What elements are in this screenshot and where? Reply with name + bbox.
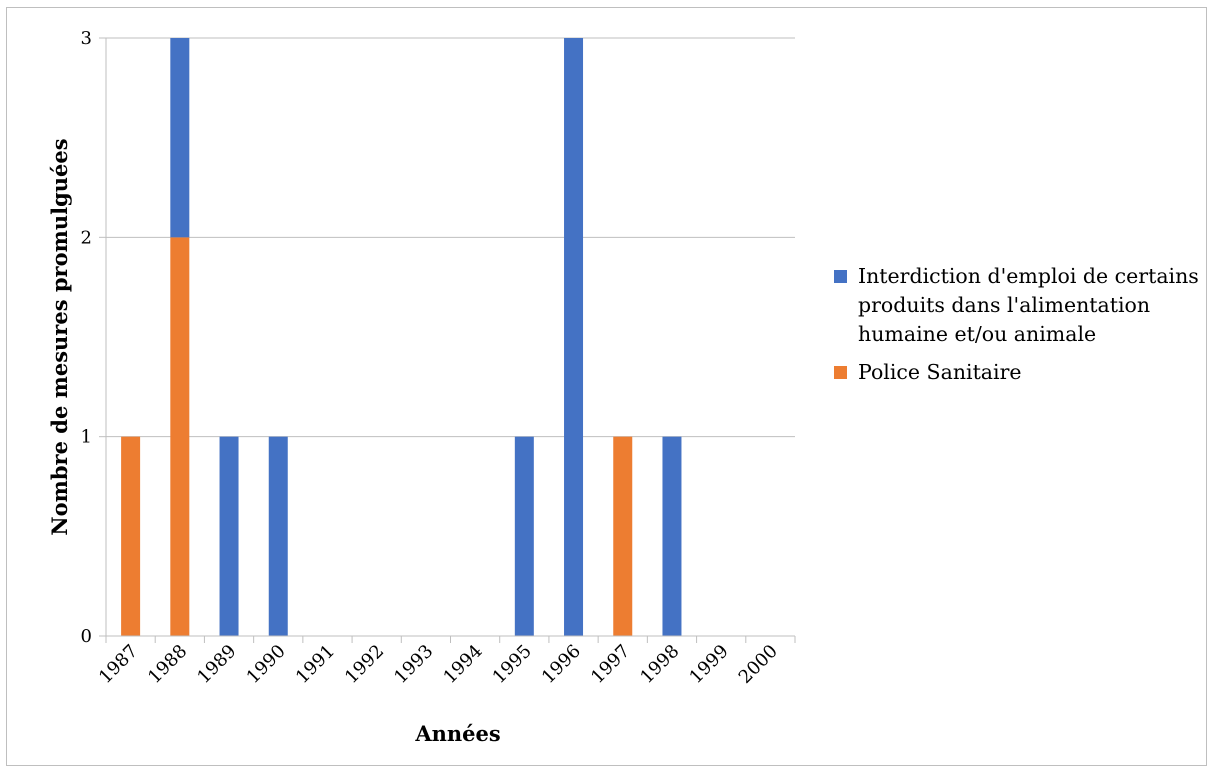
- x-tick-label-1988: 1988: [144, 641, 191, 688]
- bar-1989-series-1: [219, 436, 239, 636]
- x-tick-label-1990: 1990: [243, 641, 290, 688]
- x-tick-label-1995: 1995: [489, 641, 536, 688]
- bar-1997-series-0: [613, 436, 633, 636]
- chart-frame: [6, 7, 1207, 766]
- gridlines: [106, 37, 795, 438]
- y-axis-title: Nombre de mesures promulguées: [47, 138, 72, 535]
- bar-1990-series-1: [268, 436, 288, 636]
- x-tick-label-1999: 1999: [685, 641, 732, 688]
- legend-entry-1: Interdiction d'emploi de certains produi…: [834, 262, 1204, 349]
- y-tick-label-2: 2: [81, 227, 92, 248]
- x-tick-label-1997: 1997: [587, 641, 634, 688]
- y-tick-label-3: 3: [81, 28, 92, 49]
- legend-swatch-1: [834, 270, 847, 283]
- x-tick-label-2000: 2000: [735, 641, 782, 688]
- legend-entry-0: Police Sanitaire: [834, 358, 1204, 387]
- x-tick-label-1989: 1989: [193, 641, 240, 688]
- x-tick-label-1993: 1993: [390, 641, 437, 688]
- legend-label-0: Police Sanitaire: [858, 360, 1022, 384]
- x-tick-label-1987: 1987: [95, 641, 142, 688]
- legend-label-1: Interdiction d'emploi de certains produi…: [858, 264, 1199, 346]
- axes: [99, 37, 796, 643]
- x-tick-label-1994: 1994: [439, 641, 486, 688]
- bar-1995-series-1: [514, 436, 534, 636]
- bar-1998-series-1: [662, 436, 682, 636]
- x-axis-title: Années: [414, 721, 500, 746]
- bar-1988-series-0: [170, 237, 190, 637]
- x-tick-label-1998: 1998: [636, 641, 683, 688]
- y-tick-label-0: 0: [81, 626, 92, 647]
- legend: Interdiction d'emploi de certains produi…: [834, 262, 1204, 396]
- y-tick-labels: 0 1 2 3: [81, 28, 92, 647]
- y-tick-label-1: 1: [81, 427, 92, 448]
- x-tick-label-1996: 1996: [538, 641, 585, 688]
- bar-1988-series-1: [170, 38, 190, 238]
- x-tick-label-1992: 1992: [341, 641, 388, 688]
- x-tick-label-1991: 1991: [292, 641, 339, 688]
- x-tick-labels: 1987 1988 1989 1990 1991 1992 1993 1994 1995 1996…: [95, 641, 782, 688]
- bars: [121, 38, 682, 637]
- bar-1996-series-1: [564, 38, 584, 636]
- legend-swatch-0: [834, 366, 847, 379]
- bar-1987-series-0: [121, 436, 141, 636]
